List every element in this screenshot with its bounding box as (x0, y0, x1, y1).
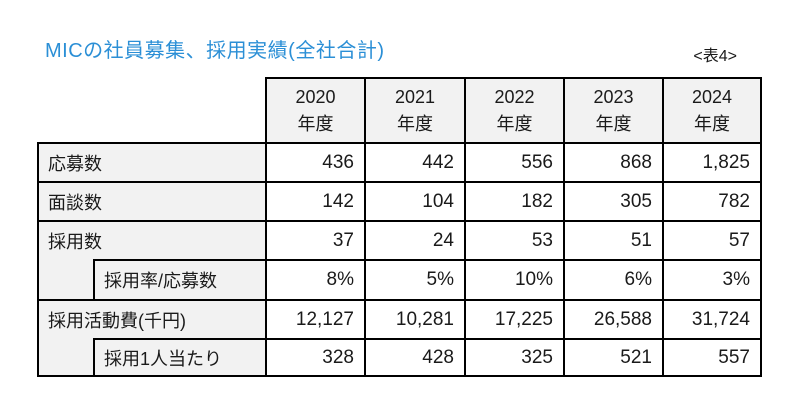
data-cell: 428 (364, 338, 464, 377)
data-cell: 325 (464, 338, 563, 377)
indent-strip (37, 338, 93, 377)
year-suffix: 年度 (297, 113, 334, 134)
data-cell: 182 (464, 181, 563, 220)
data-cell: 26,588 (563, 299, 662, 338)
row-label: 面談数 (37, 181, 265, 220)
row-label: 採用活動費(千円) (37, 299, 265, 338)
page-title: MICの社員募集、採用実績(全社合計) (45, 40, 385, 62)
year-suffix: 年度 (595, 113, 632, 134)
year-suffix: 年度 (496, 113, 533, 134)
data-cell: 12,127 (265, 299, 364, 338)
data-cell: 104 (364, 181, 464, 220)
row-label: 応募数 (37, 142, 265, 181)
data-cell: 10,281 (364, 299, 464, 338)
data-cell: 3% (662, 259, 762, 299)
data-cell: 51 (563, 220, 662, 259)
data-cell: 142 (265, 181, 364, 220)
data-cell: 442 (364, 142, 464, 181)
year-label: 2022 (494, 86, 535, 107)
data-cell: 436 (265, 142, 364, 181)
year-suffix: 年度 (397, 113, 433, 134)
data-cell: 868 (563, 142, 662, 181)
data-cell: 53 (464, 220, 563, 259)
table-number-label: <表4> (693, 48, 737, 65)
data-cell: 57 (662, 220, 762, 259)
table-corner-spacer (37, 77, 265, 142)
data-cell: 24 (364, 220, 464, 259)
row-sublabel: 採用率/応募数 (93, 259, 265, 299)
year-suffix: 年度 (694, 113, 730, 134)
recruitment-results-table: 2020 年度 2021 年度 2022 年度 2023 年度 2024 年度 … (37, 77, 762, 377)
data-cell: 305 (563, 181, 662, 220)
year-header: 2020 年度 (265, 77, 364, 142)
year-header: 2021 年度 (364, 77, 464, 142)
year-label: 2021 (394, 86, 436, 107)
data-cell: 556 (464, 142, 563, 181)
year-label: 2023 (593, 86, 634, 107)
data-cell: 557 (662, 338, 762, 377)
data-cell: 17,225 (464, 299, 563, 338)
year-header: 2024 年度 (662, 77, 762, 142)
data-cell: 521 (563, 338, 662, 377)
data-cell: 5% (364, 259, 464, 299)
row-sublabel: 採用1人当たり (93, 338, 265, 377)
data-cell: 31,724 (662, 299, 762, 338)
data-cell: 8% (265, 259, 364, 299)
year-header: 2022 年度 (464, 77, 563, 142)
data-cell: 1,825 (662, 142, 762, 181)
year-header: 2023 年度 (563, 77, 662, 142)
indent-strip (37, 259, 93, 299)
data-cell: 37 (265, 220, 364, 259)
data-cell: 10% (464, 259, 563, 299)
data-cell: 782 (662, 181, 762, 220)
year-label: 2024 (691, 86, 733, 107)
data-cell: 328 (265, 338, 364, 377)
data-cell: 6% (563, 259, 662, 299)
year-label: 2020 (295, 86, 336, 107)
row-label: 採用数 (37, 220, 265, 259)
